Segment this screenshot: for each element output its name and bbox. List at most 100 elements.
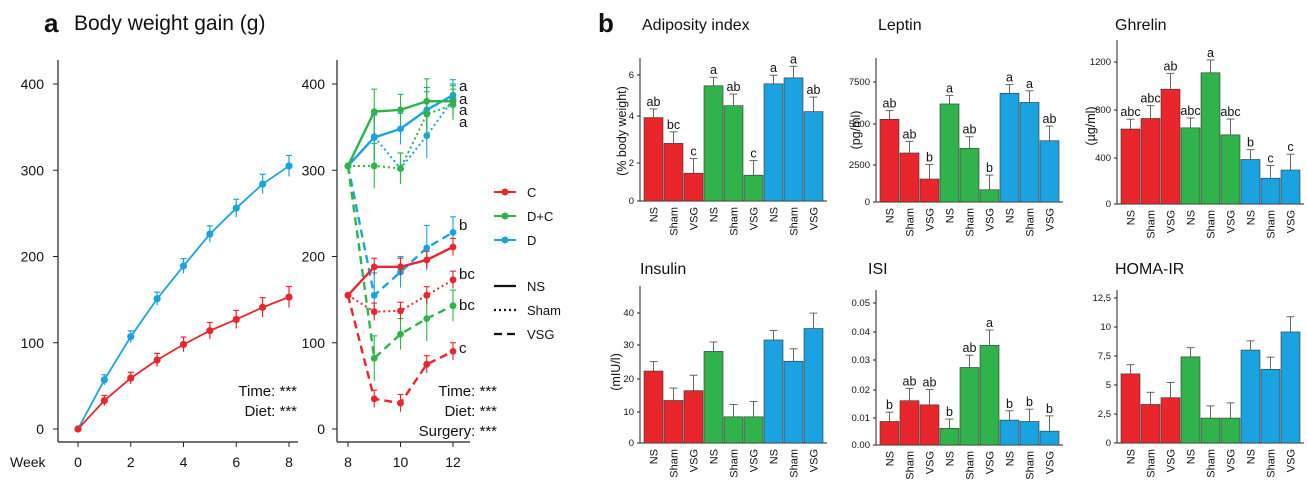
- data-point: [344, 162, 352, 170]
- data-point: [423, 244, 431, 252]
- x-tick-label: VSG: [809, 207, 821, 230]
- bar: [959, 367, 980, 446]
- bar: [939, 428, 960, 446]
- data-point: [423, 291, 431, 299]
- x-tick-label: Sham: [1266, 449, 1278, 478]
- data-point: [206, 327, 214, 335]
- x-tick-label: NS: [1246, 449, 1258, 464]
- chart-weight-gain-preop: 0 100 200 300 400 0 2 4 6 8 Week Time: *** Diet: ***: [10, 60, 298, 470]
- x-tick-label: Sham: [1146, 210, 1158, 239]
- x-tick-label: VSG: [925, 451, 937, 474]
- series-line-d-vsg: [346, 165, 454, 298]
- significance-label: ab: [903, 374, 917, 388]
- data-point: [397, 263, 404, 271]
- y-tick-label: 2500: [849, 160, 870, 171]
- data-point: [423, 256, 431, 264]
- y-tick-label: 200: [21, 249, 45, 265]
- data-point: [179, 262, 188, 270]
- y-tick-label: 0.05: [852, 298, 871, 309]
- data-point: [153, 356, 161, 364]
- y-tick-label: 2: [629, 158, 634, 169]
- x-tick-label: VSG: [1045, 451, 1057, 474]
- stat-label: Time: ***: [438, 383, 497, 400]
- bar: [1160, 88, 1181, 205]
- data-point: [449, 347, 457, 355]
- bar: [1220, 134, 1241, 205]
- y-tick-label: 7,5: [1098, 351, 1111, 362]
- significance-label: a: [459, 91, 468, 108]
- x-tick-label: NS: [945, 208, 957, 223]
- significance-label: a: [1207, 46, 1214, 60]
- significance-label: abc: [1120, 105, 1140, 119]
- data-point: [232, 315, 240, 324]
- chart-title: HOMA-IR: [1115, 261, 1184, 278]
- data-point: [370, 291, 378, 299]
- y-axis-label: (pg/ml): [849, 111, 863, 150]
- data-point: [449, 276, 457, 284]
- chart-title: Leptin: [878, 17, 922, 34]
- x-tick-label: VSG: [1286, 449, 1298, 472]
- x-tick-label: Sham: [789, 207, 801, 236]
- significance-label: a: [459, 78, 468, 95]
- data-point: [370, 133, 378, 141]
- x-tick-label: 8: [344, 454, 352, 470]
- bar: [663, 400, 684, 444]
- data-point: [232, 204, 240, 212]
- y-tick-label: 0.04: [852, 327, 871, 338]
- x-tick-label: VSG: [749, 207, 761, 230]
- x-tick-label: NS: [649, 449, 661, 464]
- data-point: [179, 340, 188, 349]
- bar: [879, 421, 900, 446]
- legend-label: D: [527, 233, 536, 248]
- x-tick-label: NS: [649, 207, 661, 222]
- bar: [723, 416, 744, 444]
- y-tick-label: 0: [36, 421, 44, 437]
- data-point: [370, 108, 378, 115]
- x-tick-label: NS: [769, 449, 781, 464]
- significance-label: c: [459, 340, 467, 357]
- x-tick-label: VSG: [1286, 210, 1298, 233]
- x-tick-label: VSG: [925, 208, 937, 231]
- significance-label: ab: [1043, 112, 1057, 126]
- y-tick-label: 400: [302, 76, 326, 92]
- x-tick-label: NS: [885, 208, 897, 223]
- x-tick-label: NS: [1005, 451, 1017, 466]
- y-tick-label: 40: [623, 308, 634, 319]
- data-point: [423, 360, 431, 368]
- y-tick-label: 6: [629, 70, 634, 81]
- y-tick-label: 0.02: [852, 385, 871, 396]
- bar: [979, 345, 1000, 446]
- y-tick-label: 400: [21, 76, 45, 92]
- bar: [919, 178, 940, 203]
- bar: [1180, 127, 1201, 205]
- bar: [663, 143, 684, 202]
- x-tick-label: NS: [1186, 449, 1198, 464]
- bar: [783, 360, 804, 444]
- chart-adiposity-index: Adiposity index (% body weight) 0 2 4 6 ab NS bc…: [615, 17, 827, 236]
- y-tick-label: 10: [623, 407, 634, 418]
- bar: [1260, 369, 1281, 444]
- x-tick-label: NS: [1186, 210, 1198, 225]
- significance-label: bc: [459, 266, 475, 283]
- bar: [683, 172, 704, 202]
- data-point: [206, 230, 214, 238]
- y-tick-label: 5000: [849, 119, 870, 130]
- x-tick-label: VSG: [1226, 210, 1238, 233]
- bar: [743, 174, 764, 202]
- chart-leptin: Leptin(pg/ml)0250050007500abNSabShambVSG…: [849, 17, 1063, 237]
- x-tick-label: Sham: [1206, 210, 1218, 239]
- data-point: [127, 333, 135, 341]
- data-point: [370, 308, 378, 316]
- stat-label: Surgery: ***: [419, 423, 498, 440]
- significance-label: a: [986, 316, 993, 330]
- bar: [1280, 331, 1301, 444]
- bar: [763, 339, 784, 444]
- bar: [703, 85, 724, 202]
- x-tick-label: Sham: [1025, 451, 1037, 480]
- data-point: [370, 263, 378, 271]
- data-point: [74, 425, 82, 433]
- x-tick-label: NS: [1005, 208, 1017, 223]
- bar: [939, 103, 960, 203]
- y-tick-label: 0.00: [852, 440, 871, 451]
